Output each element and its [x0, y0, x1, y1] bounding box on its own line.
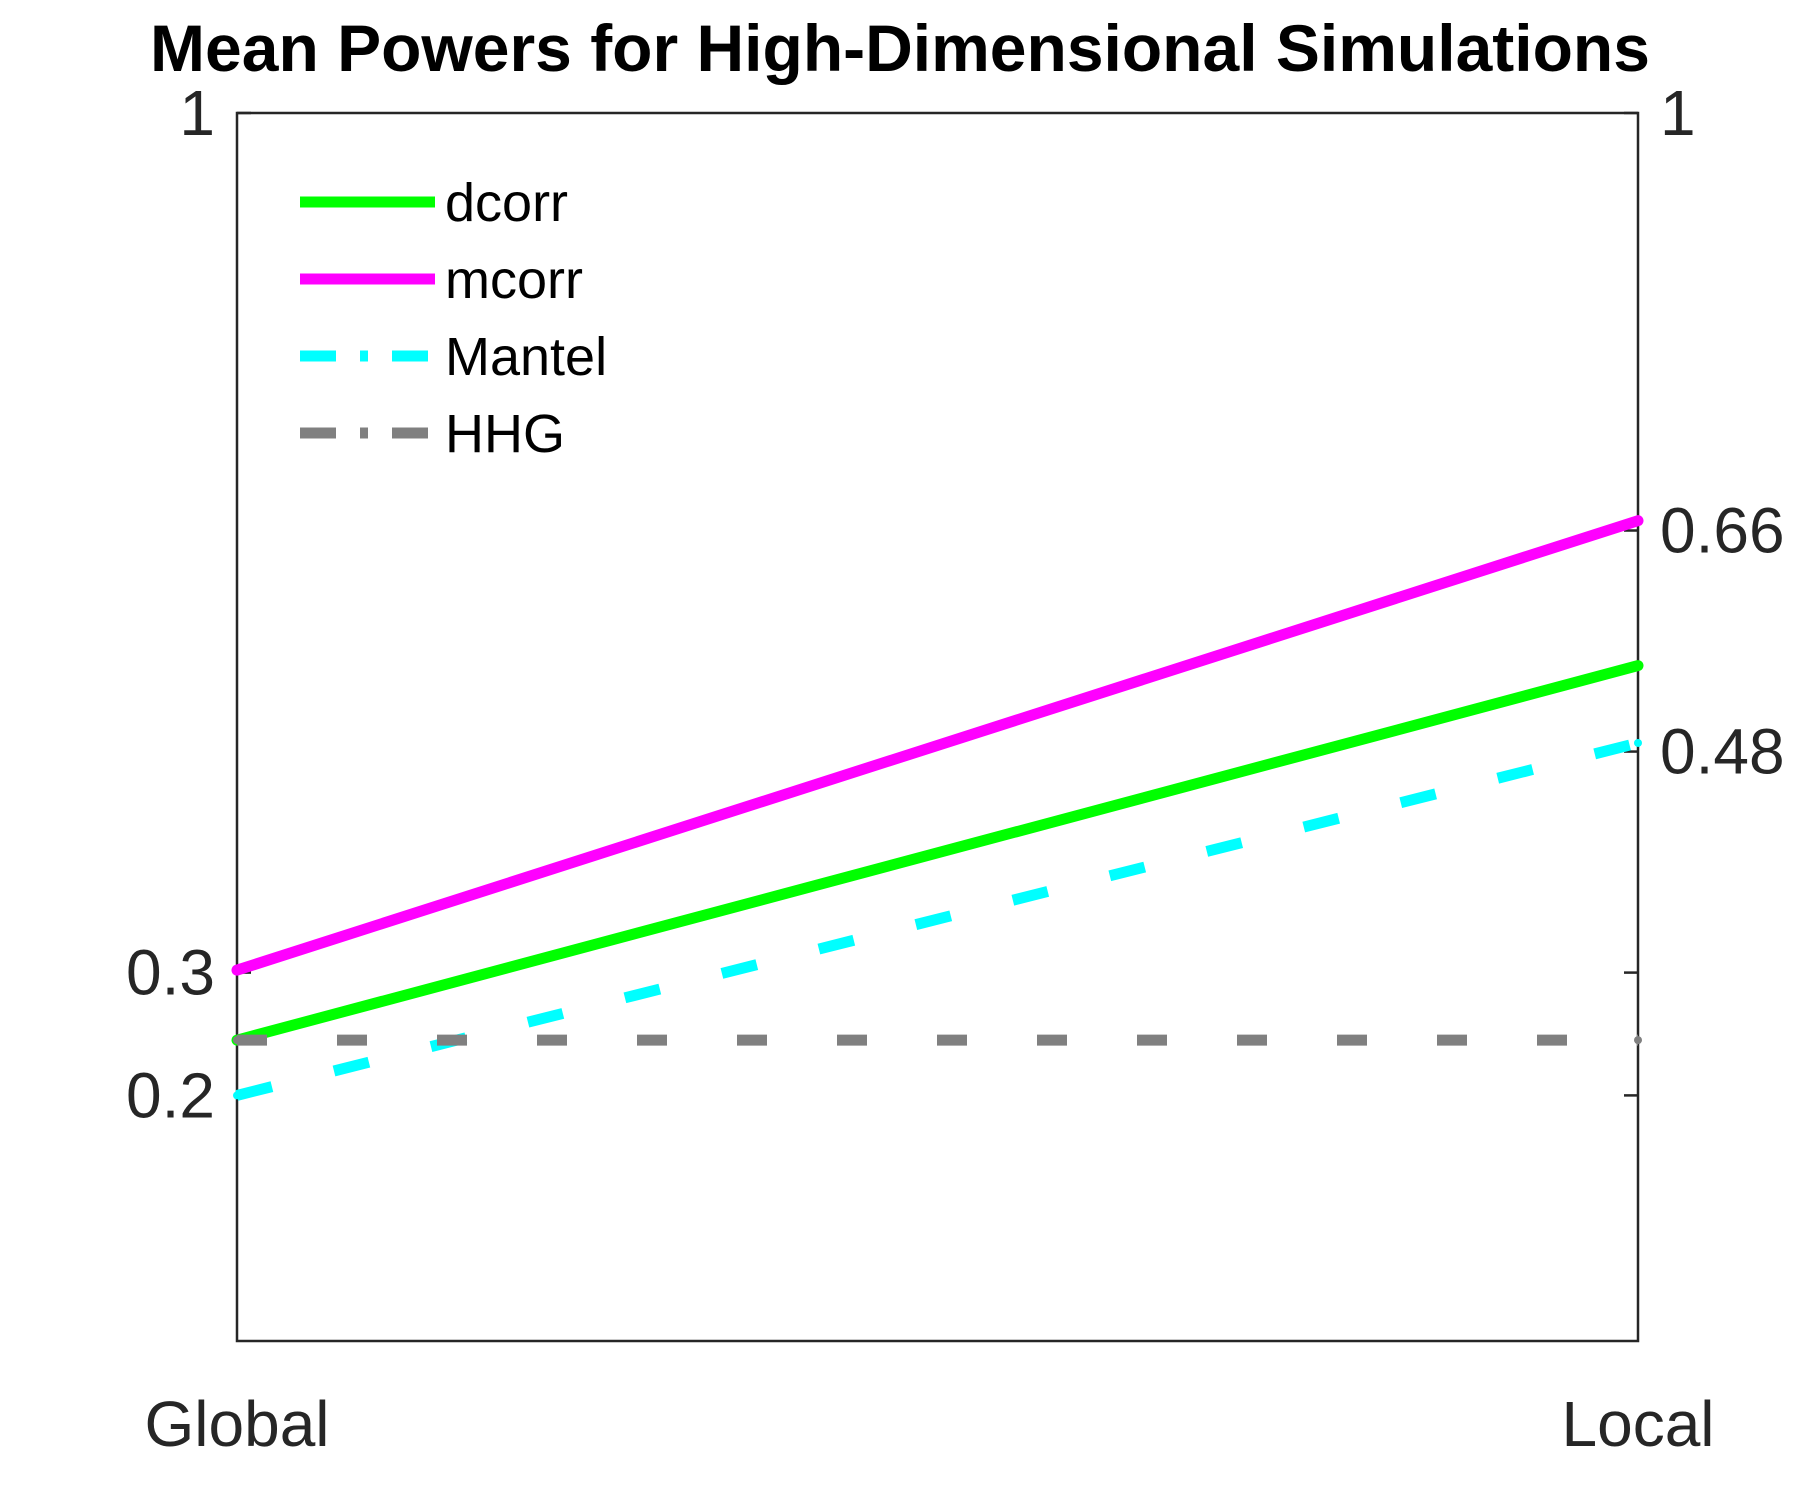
left-tick-label: 1 — [179, 77, 215, 149]
legend-label-dcorr: dcorr — [445, 173, 568, 233]
series-line-mantel — [235, 737, 1640, 1101]
right-tick-label: 1 — [1660, 77, 1696, 149]
right-tick-label: 0.66 — [1660, 495, 1785, 567]
legend-label-hhg: HHG — [445, 404, 565, 464]
data-point-dcorr — [1634, 661, 1642, 670]
data-point-hhg — [1634, 1036, 1642, 1045]
left-tick-label: 0.3 — [126, 937, 215, 1009]
legend-label-mantel: Mantel — [445, 327, 607, 387]
legend-label-mcorr: mcorr — [445, 250, 583, 310]
right-tick-label: 0.48 — [1660, 716, 1785, 788]
x-tick-label: Global — [145, 1388, 330, 1460]
x-tick-label: Local — [1562, 1388, 1715, 1460]
series-line-dcorr — [231, 660, 1644, 1046]
data-point-hhg — [233, 1036, 241, 1045]
data-point-mantel — [233, 1091, 241, 1100]
data-point-mantel — [1634, 738, 1642, 747]
chart-title: Mean Powers for High-Dimensional Simulat… — [150, 11, 1650, 85]
data-point-mcorr — [1634, 516, 1642, 525]
data-point-mcorr — [233, 966, 241, 975]
left-tick-label: 0.2 — [126, 1059, 215, 1131]
plot-frame — [235, 111, 1640, 1343]
series-line-mcorr — [231, 515, 1644, 976]
